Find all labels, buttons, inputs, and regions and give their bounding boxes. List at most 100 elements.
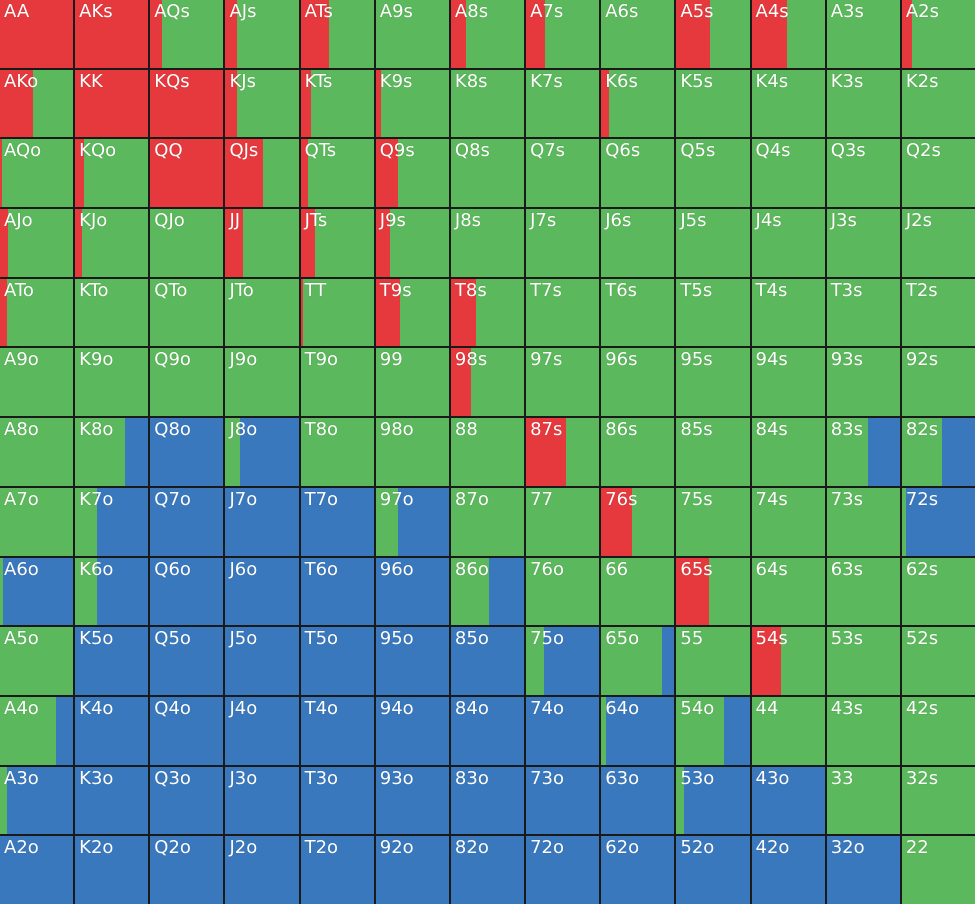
hand-cell-j9o[interactable]: J9o <box>225 348 299 417</box>
hand-cell-j2o[interactable]: J2o <box>225 836 299 904</box>
hand-cell-77[interactable]: 77 <box>526 487 600 556</box>
hand-cell-a9s[interactable]: A9s <box>375 0 449 68</box>
hand-cell-k4o[interactable]: K4o <box>75 696 149 765</box>
hand-cell-42o[interactable]: 42o <box>751 836 825 904</box>
hand-cell-j7s[interactable]: J7s <box>526 209 600 277</box>
hand-cell-97s[interactable]: 97s <box>526 348 600 417</box>
hand-cell-kts[interactable]: KTs <box>300 69 374 138</box>
hand-cell-62o[interactable]: 62o <box>601 836 675 904</box>
hand-cell-52o[interactable]: 52o <box>676 836 750 904</box>
hand-cell-j3s[interactable]: J3s <box>826 209 900 277</box>
hand-cell-j5s[interactable]: J5s <box>676 209 750 277</box>
hand-cell-j3o[interactable]: J3o <box>225 766 299 835</box>
hand-cell-j2s[interactable]: J2s <box>901 209 975 277</box>
hand-cell-kqs[interactable]: KQs <box>150 69 224 138</box>
hand-cell-96s[interactable]: 96s <box>601 348 675 417</box>
hand-cell-94s[interactable]: 94s <box>751 348 825 417</box>
hand-cell-qjs[interactable]: QJs <box>225 139 299 208</box>
hand-cell-a2s[interactable]: A2s <box>901 0 975 68</box>
hand-cell-q2o[interactable]: Q2o <box>150 836 224 904</box>
hand-cell-73s[interactable]: 73s <box>826 487 900 556</box>
hand-cell-q4s[interactable]: Q4s <box>751 139 825 208</box>
hand-cell-t7s[interactable]: T7s <box>526 278 600 347</box>
hand-cell-aa[interactable]: AA <box>0 0 74 68</box>
hand-cell-a6s[interactable]: A6s <box>601 0 675 68</box>
hand-cell-74o[interactable]: 74o <box>526 696 600 765</box>
hand-cell-q9o[interactable]: Q9o <box>150 348 224 417</box>
hand-cell-93o[interactable]: 93o <box>375 766 449 835</box>
hand-cell-kjs[interactable]: KJs <box>225 69 299 138</box>
hand-cell-t5o[interactable]: T5o <box>300 627 374 695</box>
hand-cell-t9o[interactable]: T9o <box>300 348 374 417</box>
hand-cell-53s[interactable]: 53s <box>826 627 900 695</box>
hand-cell-k8s[interactable]: K8s <box>450 69 525 138</box>
hand-cell-k9o[interactable]: K9o <box>75 348 149 417</box>
hand-cell-94o[interactable]: 94o <box>375 696 449 765</box>
hand-cell-95o[interactable]: 95o <box>375 627 449 695</box>
hand-cell-k6s[interactable]: K6s <box>601 69 675 138</box>
hand-cell-tt[interactable]: TT <box>300 278 374 347</box>
hand-cell-43o[interactable]: 43o <box>751 766 825 835</box>
hand-cell-j4s[interactable]: J4s <box>751 209 825 277</box>
hand-cell-a7s[interactable]: A7s <box>526 0 600 68</box>
hand-cell-t2o[interactable]: T2o <box>300 836 374 904</box>
hand-cell-k3s[interactable]: K3s <box>826 69 900 138</box>
hand-cell-64s[interactable]: 64s <box>751 557 825 626</box>
hand-cell-43s[interactable]: 43s <box>826 696 900 765</box>
hand-cell-aks[interactable]: AKs <box>75 0 149 68</box>
hand-cell-q3o[interactable]: Q3o <box>150 766 224 835</box>
hand-cell-q4o[interactable]: Q4o <box>150 696 224 765</box>
hand-cell-k3o[interactable]: K3o <box>75 766 149 835</box>
hand-cell-ato[interactable]: ATo <box>0 278 74 347</box>
hand-cell-q3s[interactable]: Q3s <box>826 139 900 208</box>
hand-cell-k2o[interactable]: K2o <box>75 836 149 904</box>
hand-cell-q9s[interactable]: Q9s <box>375 139 449 208</box>
hand-cell-t8s[interactable]: T8s <box>450 278 525 347</box>
hand-cell-j4o[interactable]: J4o <box>225 696 299 765</box>
hand-cell-63s[interactable]: 63s <box>826 557 900 626</box>
hand-cell-qjo[interactable]: QJo <box>150 209 224 277</box>
hand-cell-64o[interactable]: 64o <box>601 696 675 765</box>
hand-cell-86o[interactable]: 86o <box>450 557 525 626</box>
hand-cell-86s[interactable]: 86s <box>601 418 675 486</box>
hand-cell-a3s[interactable]: A3s <box>826 0 900 68</box>
hand-cell-62s[interactable]: 62s <box>901 557 975 626</box>
hand-cell-85s[interactable]: 85s <box>676 418 750 486</box>
hand-cell-a5s[interactable]: A5s <box>676 0 750 68</box>
hand-cell-65s[interactable]: 65s <box>676 557 750 626</box>
hand-cell-55[interactable]: 55 <box>676 627 750 695</box>
hand-cell-a3o[interactable]: A3o <box>0 766 74 835</box>
hand-cell-99[interactable]: 99 <box>375 348 449 417</box>
hand-cell-jts[interactable]: JTs <box>300 209 374 277</box>
hand-cell-73o[interactable]: 73o <box>526 766 600 835</box>
hand-cell-97o[interactable]: 97o <box>375 487 449 556</box>
hand-cell-kqo[interactable]: KQo <box>75 139 149 208</box>
hand-cell-76s[interactable]: 76s <box>601 487 675 556</box>
hand-cell-ajo[interactable]: AJo <box>0 209 74 277</box>
hand-cell-76o[interactable]: 76o <box>526 557 600 626</box>
hand-cell-t2s[interactable]: T2s <box>901 278 975 347</box>
hand-cell-95s[interactable]: 95s <box>676 348 750 417</box>
hand-cell-t8o[interactable]: T8o <box>300 418 374 486</box>
hand-cell-a5o[interactable]: A5o <box>0 627 74 695</box>
hand-cell-82o[interactable]: 82o <box>450 836 525 904</box>
hand-cell-k7o[interactable]: K7o <box>75 487 149 556</box>
hand-cell-52s[interactable]: 52s <box>901 627 975 695</box>
hand-cell-87s[interactable]: 87s <box>526 418 600 486</box>
hand-cell-83s[interactable]: 83s <box>826 418 900 486</box>
hand-cell-t6s[interactable]: T6s <box>601 278 675 347</box>
hand-cell-ajs[interactable]: AJs <box>225 0 299 68</box>
hand-cell-92o[interactable]: 92o <box>375 836 449 904</box>
hand-cell-k5o[interactable]: K5o <box>75 627 149 695</box>
hand-cell-t7o[interactable]: T7o <box>300 487 374 556</box>
hand-cell-98o[interactable]: 98o <box>375 418 449 486</box>
hand-cell-jto[interactable]: JTo <box>225 278 299 347</box>
hand-cell-q8s[interactable]: Q8s <box>450 139 525 208</box>
hand-cell-a4s[interactable]: A4s <box>751 0 825 68</box>
hand-cell-j8s[interactable]: J8s <box>450 209 525 277</box>
hand-cell-88[interactable]: 88 <box>450 418 525 486</box>
hand-cell-j6o[interactable]: J6o <box>225 557 299 626</box>
hand-cell-q7s[interactable]: Q7s <box>526 139 600 208</box>
hand-cell-ako[interactable]: AKo <box>0 69 74 138</box>
hand-cell-t9s[interactable]: T9s <box>375 278 449 347</box>
